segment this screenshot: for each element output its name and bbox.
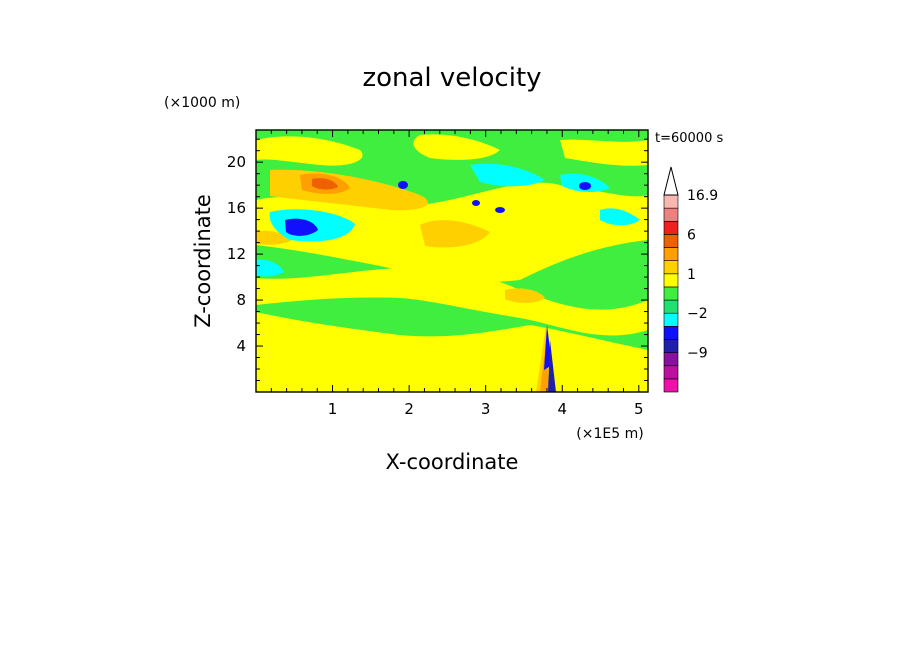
field-negative-patches [256, 163, 640, 277]
field-patch-top-right [560, 139, 648, 166]
colorbar-swatch [663, 365, 679, 380]
colorbar-label: 6 [687, 227, 696, 243]
colorbar-swatch [663, 260, 679, 275]
field-neg-dot-2 [472, 200, 480, 206]
colorbar-swatch [663, 273, 679, 288]
colorbar-swatch [663, 326, 679, 340]
colorbar-swatch [663, 286, 679, 301]
y-tick-label: 20 [227, 153, 246, 171]
field-patch-top-left [256, 136, 363, 166]
colorbar-swatch [663, 312, 679, 327]
field-neg-far-right [600, 208, 640, 226]
x-tick-label: 2 [404, 400, 414, 418]
x-tick-label: 1 [328, 400, 338, 418]
field-patch-top-centre [413, 134, 500, 160]
field-neg-left [256, 259, 284, 277]
y-unit-label: (×1000 m) [164, 95, 240, 111]
field-neg-dot-1 [398, 181, 408, 189]
field-patch-right-warm [505, 288, 545, 303]
field-band-mid [256, 267, 648, 336]
colorbar-swatch [663, 194, 679, 209]
colorbar-label: 16.9 [687, 188, 718, 204]
y-tick-label: 16 [227, 199, 246, 217]
colorbar-label: −2 [687, 306, 708, 322]
x-unit-label: (×1E5 m) [576, 426, 643, 442]
x-tick-label: 5 [634, 400, 644, 418]
x-tick-label: 3 [481, 400, 491, 418]
colorbar-swatch [663, 207, 679, 222]
plot-frame [255, 129, 649, 393]
plot-area [256, 130, 648, 392]
colorbar-swatch [663, 299, 679, 314]
field-patch-left-warm [256, 230, 292, 245]
field-patch-max-core [312, 178, 338, 190]
field-patch-centre-warm [420, 220, 490, 248]
colorbar-swatch [663, 352, 679, 367]
x-axis-title: X-coordinate [386, 450, 519, 474]
colorbar-swatch [663, 234, 679, 248]
y-tick-label: 4 [236, 337, 246, 355]
y-axis-title: Z-coordinate [191, 194, 215, 328]
field-neg-right-core [579, 182, 591, 190]
field-neg-upper-right [470, 163, 545, 187]
colorbar-label: 1 [687, 267, 696, 283]
time-label: t=60000 s [655, 131, 723, 146]
colorbar-label: −9 [687, 346, 708, 362]
colorbar-extend-arrow [663, 166, 679, 196]
chart-title: zonal velocity [362, 63, 541, 93]
field-top-patches [256, 134, 648, 303]
colorbar-swatch [663, 339, 679, 353]
field-jet-cold-tail [548, 340, 556, 392]
field-neg-dot-3 [495, 207, 505, 213]
colorbar: 16.9 6 1 −2 −9 [663, 166, 718, 393]
colorbar-swatch [663, 247, 679, 261]
y-tick-label: 8 [236, 291, 246, 309]
field-neg-core [285, 218, 318, 236]
colorbar-swatch [663, 378, 679, 393]
field-surface-jet [536, 325, 556, 392]
colorbar-swatch [663, 220, 679, 235]
y-tick-label: 12 [227, 245, 246, 263]
velocity-field [256, 134, 648, 392]
x-tick-label: 4 [557, 400, 567, 418]
